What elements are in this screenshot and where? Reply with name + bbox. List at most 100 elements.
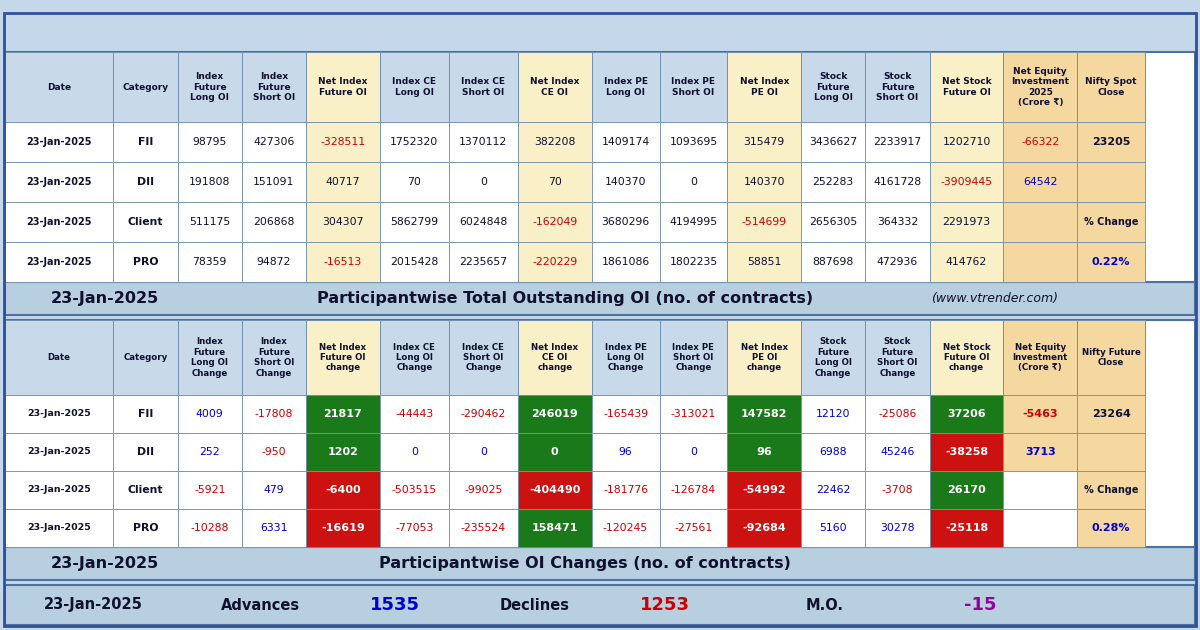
Bar bbox=[380, 202, 449, 242]
Bar bbox=[930, 509, 1003, 547]
Text: -5921: -5921 bbox=[194, 485, 226, 495]
Text: Nifty Spot
Close: Nifty Spot Close bbox=[1085, 77, 1136, 96]
Bar bbox=[592, 395, 660, 433]
Text: Index PE
Short OI
Change: Index PE Short OI Change bbox=[672, 343, 714, 372]
Text: 1093695: 1093695 bbox=[670, 137, 718, 147]
Text: 147582: 147582 bbox=[740, 409, 787, 419]
Bar bbox=[5, 242, 113, 282]
Text: Net Index
Future OI: Net Index Future OI bbox=[318, 77, 367, 96]
Text: 2233917: 2233917 bbox=[874, 137, 922, 147]
Text: 22462: 22462 bbox=[816, 485, 851, 495]
Bar bbox=[306, 395, 380, 433]
Text: Nifty Future
Close: Nifty Future Close bbox=[1081, 348, 1140, 367]
Bar bbox=[660, 509, 727, 547]
Bar bbox=[660, 122, 727, 162]
Text: 70: 70 bbox=[408, 177, 421, 187]
Bar bbox=[5, 471, 113, 509]
Bar bbox=[113, 471, 178, 509]
Bar bbox=[242, 433, 306, 471]
Text: (www.vtrender.com): (www.vtrender.com) bbox=[931, 292, 1058, 305]
Text: -10288: -10288 bbox=[191, 523, 229, 533]
Bar bbox=[930, 320, 1003, 395]
Bar bbox=[1003, 52, 1078, 122]
Text: -6400: -6400 bbox=[325, 485, 361, 495]
Text: Index CE
Long OI
Change: Index CE Long OI Change bbox=[394, 343, 436, 372]
Bar bbox=[930, 433, 1003, 471]
Text: -15: -15 bbox=[964, 596, 996, 614]
Text: -17808: -17808 bbox=[254, 409, 293, 419]
Bar bbox=[5, 547, 1195, 580]
Text: Declines: Declines bbox=[500, 597, 570, 612]
Text: PRO: PRO bbox=[133, 523, 158, 533]
Bar bbox=[727, 122, 802, 162]
Bar bbox=[865, 471, 930, 509]
Bar bbox=[865, 122, 930, 162]
Text: Category: Category bbox=[124, 353, 168, 362]
Text: 23-Jan-2025: 23-Jan-2025 bbox=[26, 217, 92, 227]
Bar bbox=[518, 433, 592, 471]
Text: 887698: 887698 bbox=[812, 257, 854, 267]
Bar bbox=[380, 471, 449, 509]
Text: Stock
Future
Long OI
Change: Stock Future Long OI Change bbox=[815, 338, 852, 377]
Bar bbox=[1078, 395, 1145, 433]
Bar bbox=[306, 122, 380, 162]
Text: 1535: 1535 bbox=[370, 596, 420, 614]
Text: -27561: -27561 bbox=[674, 523, 713, 533]
Text: 45246: 45246 bbox=[881, 447, 914, 457]
Text: 0: 0 bbox=[690, 447, 697, 457]
Text: 414762: 414762 bbox=[946, 257, 988, 267]
Bar bbox=[518, 320, 592, 395]
Bar bbox=[1078, 320, 1145, 395]
Text: 26170: 26170 bbox=[947, 485, 986, 495]
Text: Net Index
PE OI
change: Net Index PE OI change bbox=[740, 343, 787, 372]
Text: 70: 70 bbox=[548, 177, 562, 187]
Text: -165439: -165439 bbox=[604, 409, 648, 419]
Text: FII: FII bbox=[138, 409, 154, 419]
Text: 40717: 40717 bbox=[325, 177, 360, 187]
Text: -3708: -3708 bbox=[882, 485, 913, 495]
Bar bbox=[930, 471, 1003, 509]
Bar bbox=[1003, 122, 1078, 162]
Bar bbox=[518, 509, 592, 547]
Bar bbox=[449, 202, 518, 242]
Text: 23-Jan-2025: 23-Jan-2025 bbox=[28, 524, 91, 532]
Bar bbox=[802, 509, 865, 547]
Text: -313021: -313021 bbox=[671, 409, 716, 419]
Text: Date: Date bbox=[48, 353, 71, 362]
Text: Index PE
Long OI
Change: Index PE Long OI Change bbox=[605, 343, 647, 372]
Bar bbox=[113, 320, 178, 395]
Text: 98795: 98795 bbox=[192, 137, 227, 147]
Text: 246019: 246019 bbox=[532, 409, 578, 419]
Text: 3436627: 3436627 bbox=[809, 137, 857, 147]
Text: 0: 0 bbox=[551, 447, 558, 457]
Bar bbox=[449, 395, 518, 433]
Text: Net Index
CE OI
change: Net Index CE OI change bbox=[532, 343, 578, 372]
Bar bbox=[380, 395, 449, 433]
Text: 472936: 472936 bbox=[877, 257, 918, 267]
Bar bbox=[865, 162, 930, 202]
Text: -950: -950 bbox=[262, 447, 287, 457]
Bar bbox=[660, 242, 727, 282]
Text: 427306: 427306 bbox=[253, 137, 295, 147]
Bar bbox=[242, 471, 306, 509]
Bar bbox=[592, 433, 660, 471]
Text: 58851: 58851 bbox=[748, 257, 781, 267]
Bar bbox=[802, 52, 865, 122]
Bar bbox=[1003, 471, 1078, 509]
Bar bbox=[930, 122, 1003, 162]
Bar bbox=[592, 162, 660, 202]
Text: Index CE
Short OI
Change: Index CE Short OI Change bbox=[462, 343, 504, 372]
Bar bbox=[306, 242, 380, 282]
Bar bbox=[178, 242, 242, 282]
Text: Category: Category bbox=[122, 83, 168, 91]
Text: -514699: -514699 bbox=[742, 217, 787, 227]
Bar bbox=[5, 202, 113, 242]
Text: Index PE
Short OI: Index PE Short OI bbox=[672, 77, 715, 96]
Text: -404490: -404490 bbox=[529, 485, 581, 495]
Bar bbox=[178, 471, 242, 509]
Text: Client: Client bbox=[127, 485, 163, 495]
Bar bbox=[178, 162, 242, 202]
Bar bbox=[802, 471, 865, 509]
Text: 140370: 140370 bbox=[605, 177, 647, 187]
Text: 191808: 191808 bbox=[188, 177, 230, 187]
